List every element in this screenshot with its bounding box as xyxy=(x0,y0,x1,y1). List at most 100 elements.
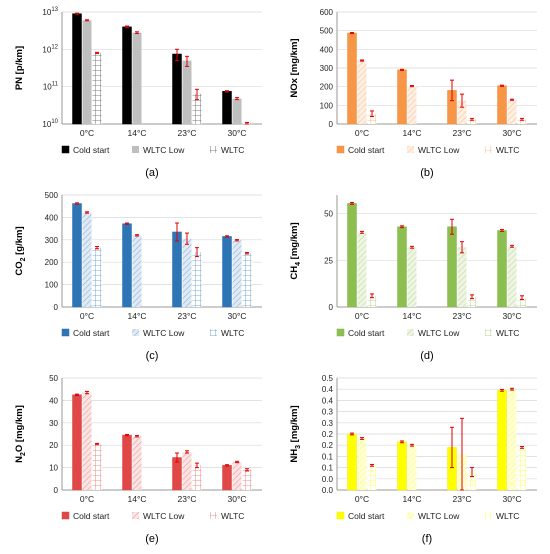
x-tick-label: 23°C xyxy=(453,494,472,504)
bar-light xyxy=(82,212,92,307)
x-tick-label: 23°C xyxy=(453,128,472,138)
bar-light xyxy=(457,247,467,307)
y-label-part: PN [p/km] xyxy=(14,46,25,90)
ytick-label: 400 xyxy=(45,213,59,222)
bar-solid xyxy=(222,236,232,308)
ytick-label: 0.0 xyxy=(322,486,334,495)
ytick-base: 10 xyxy=(42,45,51,54)
bar-grid xyxy=(467,296,477,307)
bar-grid xyxy=(242,253,252,307)
bar-solid xyxy=(122,434,132,491)
legend-label: WLTC Low xyxy=(143,511,185,521)
x-tick-label: 30°C xyxy=(503,128,522,138)
bar-grid xyxy=(192,252,202,307)
legend-label: WLTC Low xyxy=(418,511,460,521)
y-label-part: NOx [mg/km] xyxy=(289,38,300,97)
ytick-label: 50 xyxy=(324,210,333,219)
x-tick-label: 14°C xyxy=(403,311,422,321)
y-axis-label: CO2 [g/km] xyxy=(14,226,27,275)
legend-label: Cold start xyxy=(348,145,385,155)
bar-solid xyxy=(172,231,182,308)
legend-label: WLTC Low xyxy=(418,328,460,338)
bar-solid xyxy=(347,32,357,125)
bar-grid xyxy=(517,119,527,124)
y-label-part: [g/km] xyxy=(14,226,25,257)
x-tick-label: 30°C xyxy=(503,311,522,321)
x-tick-label: 14°C xyxy=(128,311,147,321)
bar-solid xyxy=(72,394,82,491)
legend-swatch xyxy=(210,329,217,336)
x-tick-label: 30°C xyxy=(228,494,247,504)
panel-caption: (f) xyxy=(422,533,432,545)
bar-solid xyxy=(497,230,507,308)
bar-solid xyxy=(122,26,132,125)
bar-solid xyxy=(397,441,407,491)
x-tick-label: 30°C xyxy=(228,128,247,138)
bar-light xyxy=(507,389,517,490)
x-tick-label: 14°C xyxy=(403,128,422,138)
ytick-label: 0.4 xyxy=(322,385,334,394)
ytick-label: 0 xyxy=(54,303,59,312)
x-tick-label: 0°C xyxy=(355,311,369,321)
legend-label: WLTC xyxy=(221,511,244,521)
legend-swatch xyxy=(132,329,139,336)
legend-label: WLTC xyxy=(496,328,519,338)
ytick-exponent: 11 xyxy=(52,82,59,88)
x-tick-label: 30°C xyxy=(228,311,247,321)
bar-light xyxy=(357,438,367,490)
ytick-label: 20 xyxy=(49,441,58,450)
ytick-label: 1011 xyxy=(43,82,59,92)
bar-solid xyxy=(122,223,132,308)
y-label-subscript: 4 xyxy=(295,262,302,266)
y-axis-label: CH4 [mg/km] xyxy=(289,222,302,279)
legend-swatch xyxy=(336,511,345,520)
bar-grid xyxy=(517,297,527,307)
x-tick-label: 23°C xyxy=(178,311,197,321)
y-label-subscript: 2 xyxy=(20,257,27,261)
bar-grid xyxy=(92,247,102,307)
x-tick-label: 23°C xyxy=(453,311,472,321)
ytick-label: 200 xyxy=(45,258,59,267)
y-label-part: CH xyxy=(289,266,300,280)
bar-solid xyxy=(72,13,82,125)
ytick-label: 500 xyxy=(320,27,334,36)
bar-solid xyxy=(497,85,507,125)
panel-caption: (c) xyxy=(146,350,159,362)
ytick-label: 0.4 xyxy=(322,396,334,405)
x-tick-label: 30°C xyxy=(503,494,522,504)
bar-solid xyxy=(347,203,357,308)
ytick-label: 1010 xyxy=(42,119,58,129)
legend-swatch xyxy=(485,146,492,153)
legend-swatch xyxy=(132,146,139,153)
legend-swatch xyxy=(210,512,217,519)
ytick-base: 10 xyxy=(42,8,51,17)
ytick-label: 0.2 xyxy=(322,430,334,439)
x-tick-label: 14°C xyxy=(128,494,147,504)
ytick-label: 0.3 xyxy=(322,419,334,428)
bar-solid xyxy=(222,465,232,491)
ytick-label: 25 xyxy=(324,256,333,265)
bar-solid xyxy=(172,53,182,125)
ytick-label: 1013 xyxy=(42,7,58,17)
ytick-label: 200 xyxy=(320,83,334,92)
legend-swatch xyxy=(132,512,139,519)
legend-swatch xyxy=(336,328,345,337)
ytick-label: 0.1 xyxy=(322,464,334,473)
bar-light xyxy=(182,451,192,490)
panel-caption: (b) xyxy=(420,167,433,179)
bar-light xyxy=(407,86,417,124)
legend-swatch xyxy=(61,328,70,337)
legend-swatch xyxy=(61,511,70,520)
bar-grid xyxy=(517,447,527,490)
ytick-label: 0.3 xyxy=(322,408,334,417)
panel-e: 0 10 20 30 40 50 N2O [mg/km] 0°C 14°C 23°C 30°C Col… xyxy=(14,374,262,545)
bar-grid xyxy=(242,469,252,490)
ytick-label: 100 xyxy=(45,281,59,290)
legend-label: WLTC Low xyxy=(143,145,185,155)
ytick-label: 300 xyxy=(320,64,334,73)
ytick-label: 400 xyxy=(320,45,334,54)
bar-light xyxy=(82,20,92,125)
ytick-label: 40 xyxy=(49,396,58,405)
